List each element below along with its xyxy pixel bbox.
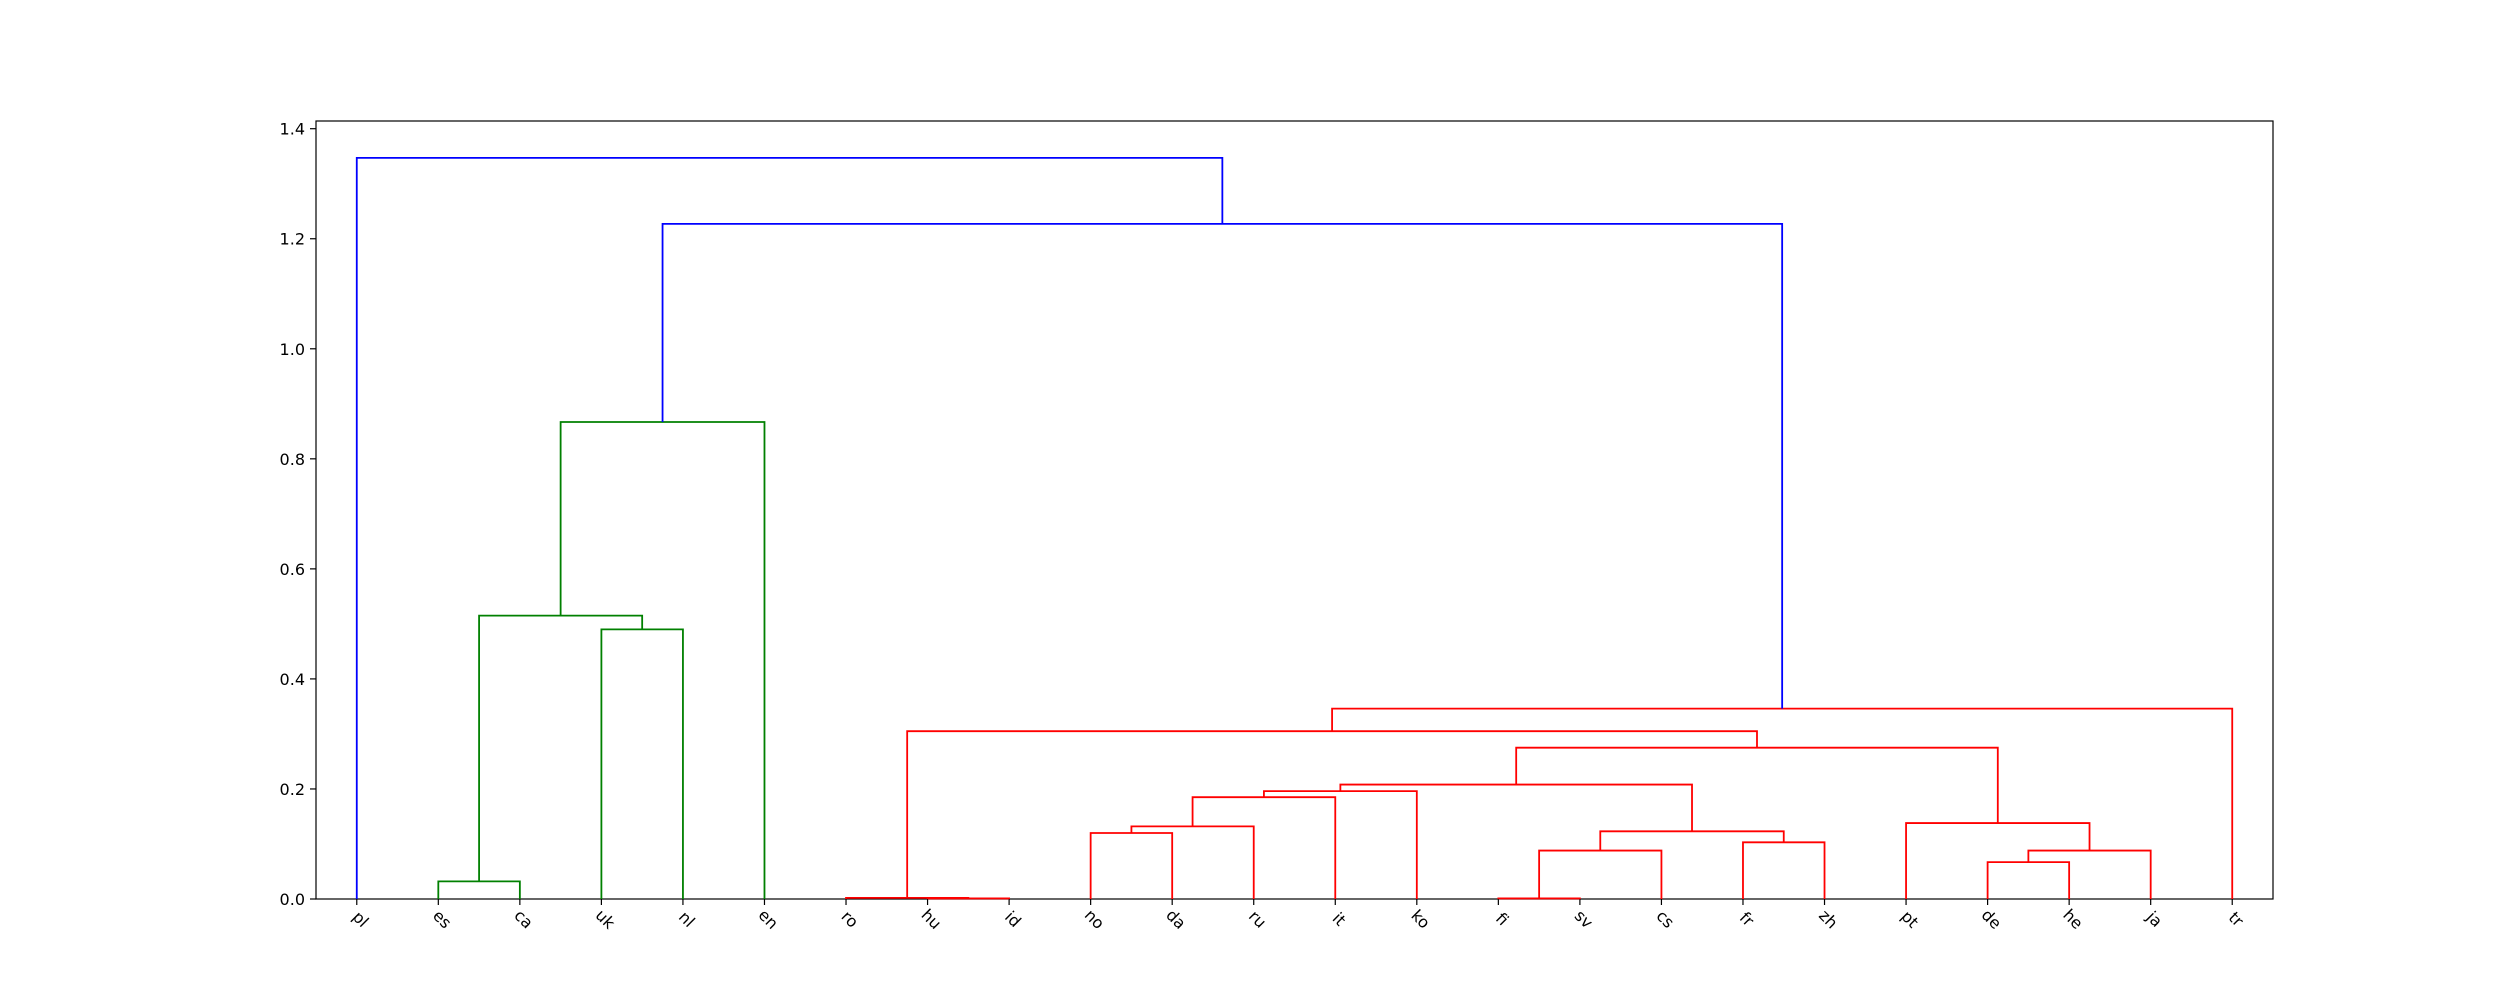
dendrogram-link — [1515, 746, 1999, 824]
x-tick-label: fi — [1492, 909, 1513, 930]
y-tick-label: 1.2 — [280, 230, 305, 249]
x-tick-label: nl — [675, 907, 699, 931]
x-tick-label: ro — [838, 907, 863, 932]
dendrogram-link — [1497, 897, 1581, 900]
dendrogram-link — [1339, 783, 1693, 832]
y-tick-label: 1.0 — [280, 340, 305, 359]
dendrogram-link — [845, 897, 970, 899]
x-tick-label: fr — [1736, 908, 1758, 930]
x-tick-label: no — [1081, 905, 1109, 933]
y-tick-label: 0.8 — [280, 450, 305, 469]
y-tick-label: 0.4 — [280, 670, 305, 689]
y-tick-label: 0.2 — [280, 780, 305, 799]
x-tick-label: en — [755, 905, 783, 933]
x-tick-label: sv — [1571, 906, 1597, 932]
x-tick-label: ja — [2142, 907, 2166, 931]
dendrogram-link — [1986, 861, 2071, 899]
dendrogram-link — [1331, 707, 2234, 899]
x-tick-label: da — [1162, 905, 1190, 933]
x-tick-label: es — [429, 906, 455, 932]
x-tick-label: zh — [1815, 906, 1842, 933]
y-tick-label: 1.4 — [280, 120, 305, 139]
dendrogram-link — [1130, 825, 1255, 899]
dendrogram-link — [1538, 849, 1663, 899]
dendrogram-link — [600, 628, 684, 899]
dendrogram-link — [1905, 822, 2091, 899]
x-tick-label: de — [1978, 905, 2006, 933]
x-tick-label: it — [1329, 909, 1350, 930]
y-tick-label: 0.6 — [280, 560, 305, 579]
dendrogram-link — [906, 730, 1758, 898]
y-tick-label: 0.0 — [280, 890, 305, 909]
plot-frame — [315, 120, 2274, 900]
x-tick-label: pt — [1897, 907, 1922, 932]
x-tick-label: id — [1001, 907, 1025, 931]
x-tick-label: ca — [510, 906, 537, 933]
dendrogram-link — [1191, 796, 1337, 899]
dendrogram-link — [355, 156, 1224, 899]
dendrogram-link — [1089, 832, 1174, 899]
x-tick-label: he — [2059, 905, 2087, 933]
x-tick-label: hu — [918, 905, 946, 933]
dendrogram-link — [2027, 849, 2152, 899]
x-tick-label: ko — [1407, 906, 1434, 933]
dendrogram-link — [559, 421, 766, 899]
dendrogram-link — [1599, 830, 1785, 851]
dendrogram-link — [661, 222, 1784, 709]
dendrogram-link — [478, 614, 644, 882]
x-tick-label: pl — [349, 907, 373, 931]
x-tick-label: ru — [1245, 906, 1270, 931]
x-tick-label: tr — [2225, 908, 2248, 931]
dendrogram-link — [437, 880, 521, 899]
x-tick-label: cs — [1653, 906, 1679, 932]
dendrogram-link — [1263, 790, 1418, 899]
dendrogram-link — [1742, 841, 1826, 899]
x-tick-label: uk — [592, 906, 620, 934]
